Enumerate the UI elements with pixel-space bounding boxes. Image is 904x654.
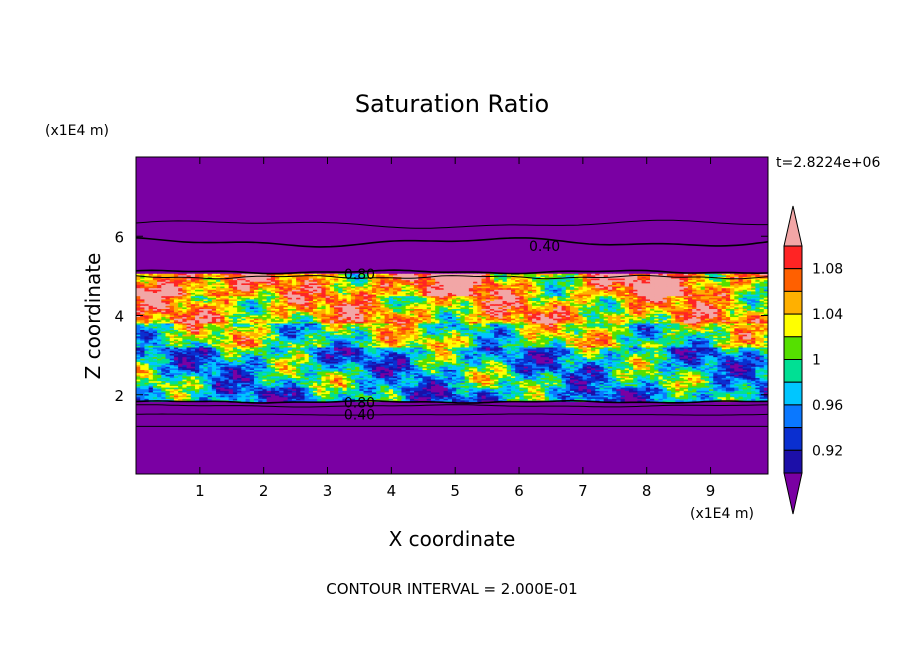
x-axis-label: X coordinate: [389, 527, 516, 551]
contour-interval-footer: CONTOUR INTERVAL = 2.000E-01: [326, 580, 577, 598]
chart-title: Saturation Ratio: [355, 90, 549, 118]
time-label: t=2.8224e+06: [776, 155, 880, 171]
y-unit-label: (x1E4 m): [45, 123, 109, 139]
x-unit-label: (x1E4 m): [690, 506, 754, 522]
y-axis-label: Z coordinate: [81, 253, 105, 380]
